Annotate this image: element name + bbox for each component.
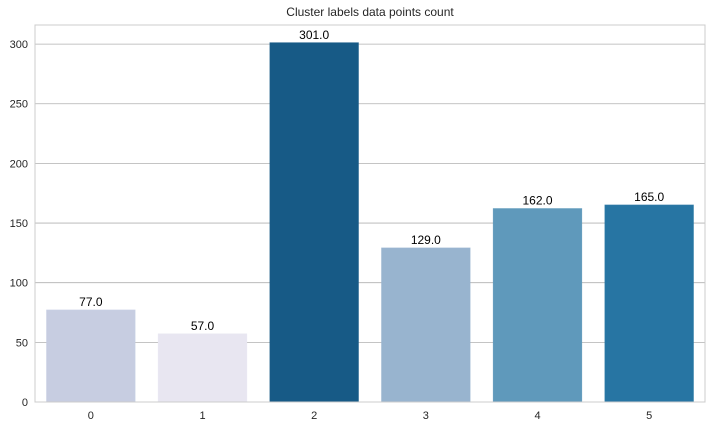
data-label: 129.0 xyxy=(411,233,441,247)
x-tick-label: 4 xyxy=(534,410,540,422)
y-tick-label: 150 xyxy=(10,218,28,230)
bar-5 xyxy=(604,204,694,403)
x-tick-label: 1 xyxy=(199,410,205,422)
x-tick-label: 2 xyxy=(311,410,317,422)
y-tick-label: 100 xyxy=(10,278,28,290)
grid xyxy=(35,43,705,343)
data-label: 301.0 xyxy=(299,28,329,42)
plot-frame xyxy=(34,24,706,403)
bar-0 xyxy=(46,309,136,403)
x-axis-ticks: 0 1 2 3 4 5 xyxy=(88,410,652,422)
x-tick-label: 0 xyxy=(88,410,94,422)
data-labels: 77.0 57.0 301.0 129.0 162.0 165.0 xyxy=(79,28,664,333)
bar-2 xyxy=(269,42,359,403)
y-tick-label: 250 xyxy=(10,99,28,111)
x-tick-label: 3 xyxy=(423,410,429,422)
x-tick-label: 5 xyxy=(646,410,652,422)
bar-4 xyxy=(492,208,583,403)
y-tick-label: 0 xyxy=(22,397,28,409)
bar-1 xyxy=(157,333,248,403)
y-axis-ticks: 0 50 100 150 200 250 300 xyxy=(10,39,28,409)
data-label: 162.0 xyxy=(522,194,552,208)
data-label: 77.0 xyxy=(79,295,103,309)
data-label: 57.0 xyxy=(191,319,215,333)
y-tick-label: 300 xyxy=(10,39,28,51)
y-tick-label: 50 xyxy=(16,337,28,349)
y-tick-label: 200 xyxy=(10,158,28,170)
data-label: 165.0 xyxy=(634,190,664,204)
bar-3 xyxy=(381,247,471,403)
chart-title: Cluster labels data points count xyxy=(286,5,454,19)
bars xyxy=(46,42,694,403)
